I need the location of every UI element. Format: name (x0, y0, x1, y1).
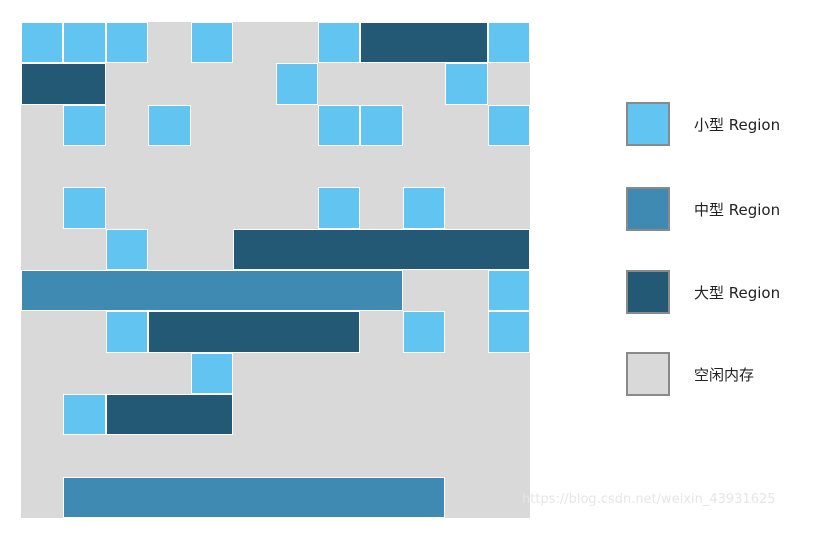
small-region-block (402, 187, 446, 229)
medium-region-swatch (626, 187, 670, 231)
legend-label-small-region: 小型 Region (694, 115, 781, 134)
legend-item-small-region: 小型 Region (626, 102, 780, 146)
small-region-block (190, 22, 234, 64)
legend-item-medium-region: 中型 Region (626, 187, 780, 231)
legend-item-free-memory: 空闲内存 (626, 352, 754, 396)
large-region-block (148, 311, 361, 353)
large-region-block (105, 394, 234, 436)
small-region-block (105, 311, 149, 353)
small-region-block (105, 228, 149, 270)
small-region-block (317, 187, 361, 229)
large-region-block (21, 63, 106, 105)
legend-item-large-region: 大型 Region (626, 270, 780, 314)
legend-label-large-region: 大型 Region (694, 283, 781, 302)
small-region-block (190, 352, 234, 394)
small-region-block (148, 104, 191, 146)
free-memory-swatch (626, 352, 670, 396)
medium-region-block (63, 476, 446, 518)
small-region-block (275, 63, 318, 105)
small-region-block (317, 104, 361, 146)
small-region-block (487, 270, 530, 312)
small-region-block (402, 311, 446, 353)
small-region-block (487, 22, 530, 64)
small-region-block (360, 104, 403, 146)
large-region-swatch (626, 270, 670, 314)
small-region-block (105, 22, 149, 64)
large-region-block (360, 22, 488, 64)
small-region-block (487, 311, 530, 353)
small-region-block (63, 187, 106, 229)
small-region-block (21, 22, 64, 64)
watermark-url: https://blog.csdn.net/weixin_43931625 (522, 492, 776, 507)
memory-grid (21, 22, 530, 518)
small-region-swatch (626, 102, 670, 146)
legend-label-medium-region: 中型 Region (694, 200, 781, 219)
small-region-block (445, 63, 488, 105)
small-region-block (63, 394, 106, 436)
large-region-block (233, 228, 530, 270)
small-region-block (63, 22, 106, 64)
small-region-block (63, 104, 106, 146)
small-region-block (317, 22, 361, 64)
legend-label-free-memory: 空闲内存 (694, 365, 755, 384)
medium-region-block (21, 270, 403, 312)
small-region-block (487, 104, 530, 146)
